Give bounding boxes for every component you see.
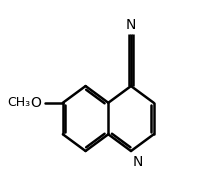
Text: N: N	[133, 155, 143, 169]
Text: N: N	[126, 18, 136, 32]
Text: CH₃: CH₃	[7, 96, 30, 109]
Text: O: O	[30, 96, 41, 110]
